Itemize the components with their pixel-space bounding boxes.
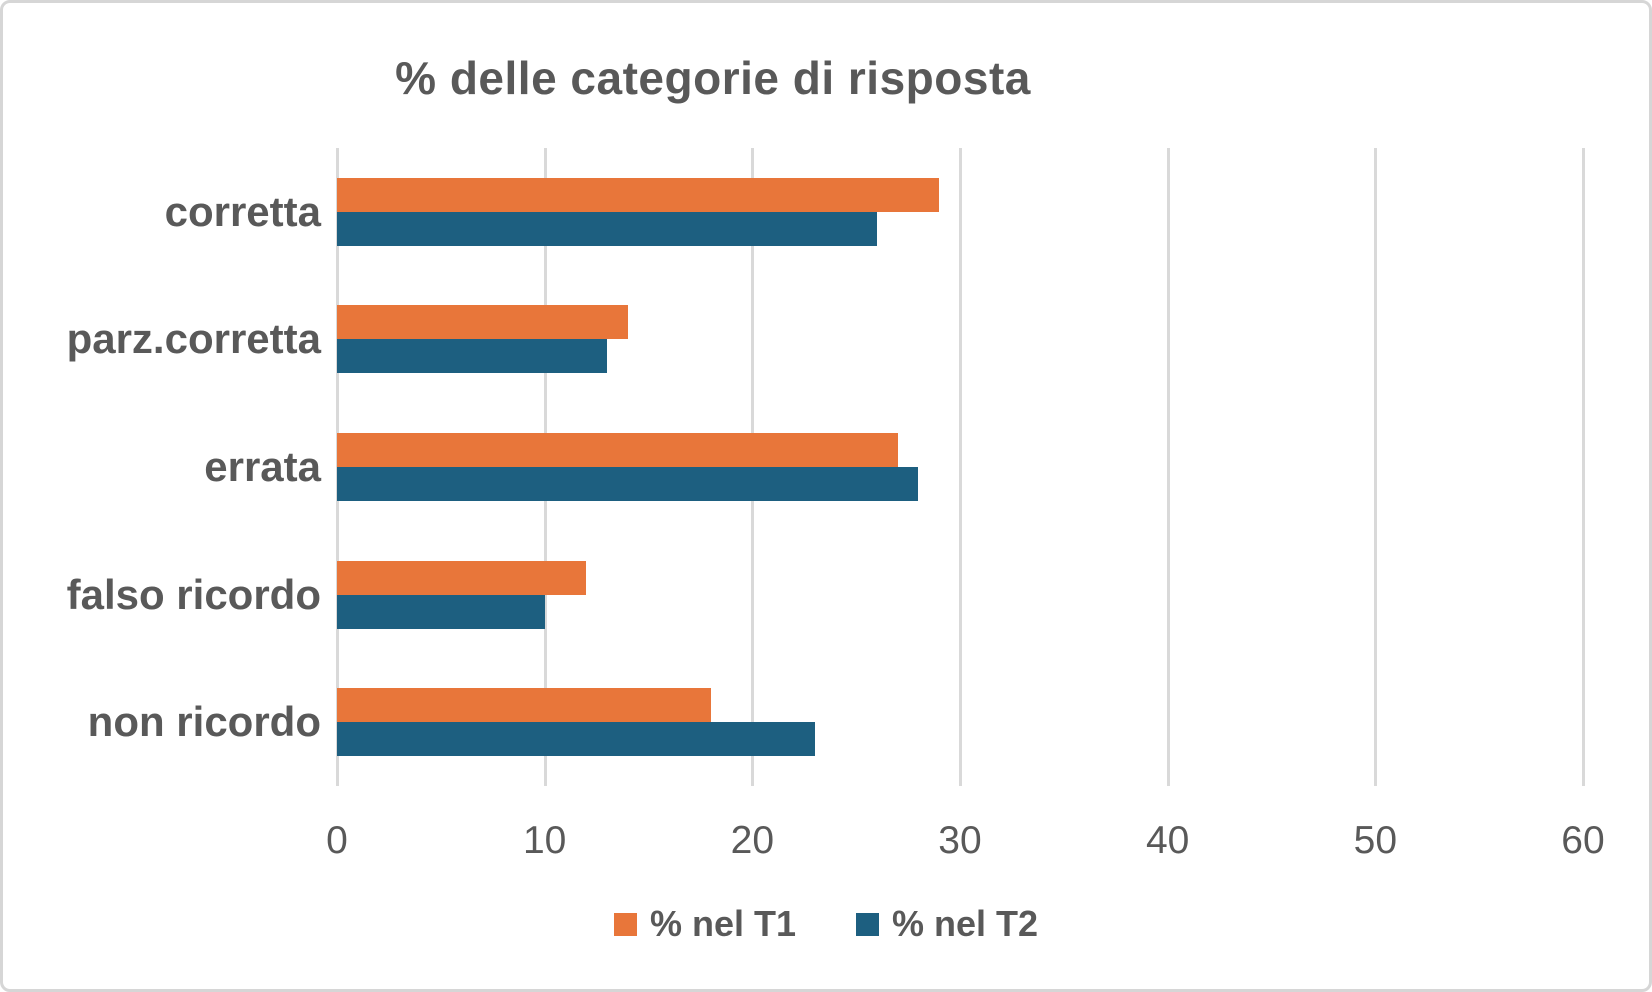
bar--nel-t2-corretta (337, 211, 877, 246)
legend-label: % nel T1 (649, 903, 796, 944)
legend-label: % nel T2 (892, 903, 1039, 944)
legend-swatch-icon (856, 912, 879, 936)
x-tick-label-50: 50 (1353, 819, 1398, 862)
bar--nel-t1-errata (337, 432, 898, 467)
gridline-60 (1582, 148, 1585, 786)
bar--nel-t1-non-ricordo (337, 688, 711, 723)
bar-group-falso-ricordo (337, 531, 1583, 659)
x-tick-label-60: 60 (1561, 819, 1605, 862)
category-label-non-ricordo: non ricordo (87, 698, 321, 746)
bar-group-parz-corretta (337, 276, 1583, 404)
bar-group-non-ricordo (337, 658, 1583, 786)
gridline-30 (959, 148, 962, 786)
bar--nel-t2-errata (337, 466, 919, 501)
legend: % nel T1 % nel T2 (3, 903, 1649, 945)
x-tick-label-40: 40 (1145, 819, 1190, 862)
plot-area (336, 148, 1585, 786)
bar--nel-t1-parz-corretta (337, 305, 628, 340)
x-tick-label-10: 10 (522, 819, 567, 862)
bar--nel-t2-non-ricordo (337, 722, 815, 757)
bar-group-errata (337, 403, 1583, 531)
x-tick-label-0: 0 (326, 819, 348, 862)
gridline-50 (1374, 148, 1378, 786)
legend-item--nel-t2: % nel T2 (856, 903, 1038, 945)
bar--nel-t1-corretta (337, 177, 940, 212)
legend-item--nel-t1: % nel T1 (613, 903, 796, 945)
category-label-falso-ricordo: falso ricordo (66, 570, 321, 618)
bar--nel-t2-falso-ricordo (337, 594, 545, 629)
gridline-40 (1166, 148, 1170, 786)
legend-swatch-icon (613, 912, 637, 936)
x-tick-label-30: 30 (938, 819, 982, 862)
category-label-parz-corretta: parz.corretta (66, 315, 321, 363)
category-label-corretta: corretta (164, 187, 321, 235)
chart-title: % delle categorie di risposta (395, 52, 1031, 104)
category-axis: corretta parz.corretta errata falso ricordo… (3, 148, 321, 786)
category-label-errata: errata (204, 442, 321, 490)
bar--nel-t2-parz-corretta (337, 339, 607, 374)
bar-rows (337, 148, 1583, 786)
bar-group-corretta (337, 148, 1583, 276)
bar--nel-t1-falso-ricordo (337, 560, 587, 595)
x-tick-label-20: 20 (730, 819, 775, 862)
